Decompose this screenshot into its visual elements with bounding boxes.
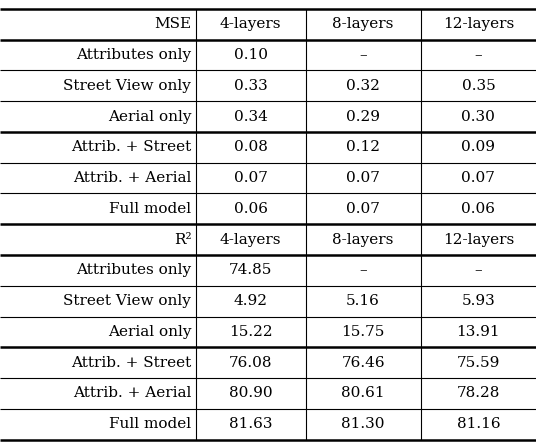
Text: 0.10: 0.10 <box>234 48 267 62</box>
Text: 4-layers: 4-layers <box>220 17 281 31</box>
Text: 15.75: 15.75 <box>341 325 385 339</box>
Text: 8-layers: 8-layers <box>332 233 394 246</box>
Text: 80.90: 80.90 <box>229 386 272 400</box>
Text: 5.16: 5.16 <box>346 294 380 308</box>
Text: 81.16: 81.16 <box>457 417 500 431</box>
Text: 13.91: 13.91 <box>457 325 500 339</box>
Text: 15.22: 15.22 <box>229 325 272 339</box>
Text: –: – <box>474 263 482 278</box>
Text: 0.30: 0.30 <box>461 110 495 123</box>
Text: Attrib. + Street: Attrib. + Street <box>71 140 191 155</box>
Text: Full model: Full model <box>109 202 191 216</box>
Text: 0.32: 0.32 <box>346 79 380 93</box>
Text: 4.92: 4.92 <box>234 294 267 308</box>
Text: 0.07: 0.07 <box>346 202 380 216</box>
Text: 4-layers: 4-layers <box>220 233 281 246</box>
Text: Street View only: Street View only <box>63 79 191 93</box>
Text: 0.09: 0.09 <box>461 140 495 155</box>
Text: 76.08: 76.08 <box>229 356 272 370</box>
Text: 81.63: 81.63 <box>229 417 272 431</box>
Text: 0.06: 0.06 <box>234 202 267 216</box>
Text: Aerial only: Aerial only <box>108 110 191 123</box>
Text: Attrib. + Aerial: Attrib. + Aerial <box>73 171 191 185</box>
Text: 12-layers: 12-layers <box>443 233 514 246</box>
Text: 81.30: 81.30 <box>341 417 385 431</box>
Text: R²: R² <box>174 233 191 246</box>
Text: 8-layers: 8-layers <box>332 17 394 31</box>
Text: 5.93: 5.93 <box>461 294 495 308</box>
Text: 0.08: 0.08 <box>234 140 267 155</box>
Text: Full model: Full model <box>109 417 191 431</box>
Text: Attributes only: Attributes only <box>76 48 191 62</box>
Text: Attributes only: Attributes only <box>76 263 191 278</box>
Text: Street View only: Street View only <box>63 294 191 308</box>
Text: Attrib. + Aerial: Attrib. + Aerial <box>73 386 191 400</box>
Text: 0.07: 0.07 <box>346 171 380 185</box>
Text: –: – <box>359 48 367 62</box>
Text: 75.59: 75.59 <box>457 356 500 370</box>
Text: Aerial only: Aerial only <box>108 325 191 339</box>
Text: 0.07: 0.07 <box>234 171 267 185</box>
Text: 0.12: 0.12 <box>346 140 380 155</box>
Text: 12-layers: 12-layers <box>443 17 514 31</box>
Text: –: – <box>474 48 482 62</box>
Text: 80.61: 80.61 <box>341 386 385 400</box>
Text: 76.46: 76.46 <box>341 356 385 370</box>
Text: 0.07: 0.07 <box>461 171 495 185</box>
Text: 0.29: 0.29 <box>346 110 380 123</box>
Text: 74.85: 74.85 <box>229 263 272 278</box>
Text: 0.35: 0.35 <box>461 79 495 93</box>
Text: 0.34: 0.34 <box>234 110 267 123</box>
Text: 78.28: 78.28 <box>457 386 500 400</box>
Text: 0.06: 0.06 <box>461 202 495 216</box>
Text: Attrib. + Street: Attrib. + Street <box>71 356 191 370</box>
Text: –: – <box>359 263 367 278</box>
Text: 0.33: 0.33 <box>234 79 267 93</box>
Text: MSE: MSE <box>154 17 191 31</box>
